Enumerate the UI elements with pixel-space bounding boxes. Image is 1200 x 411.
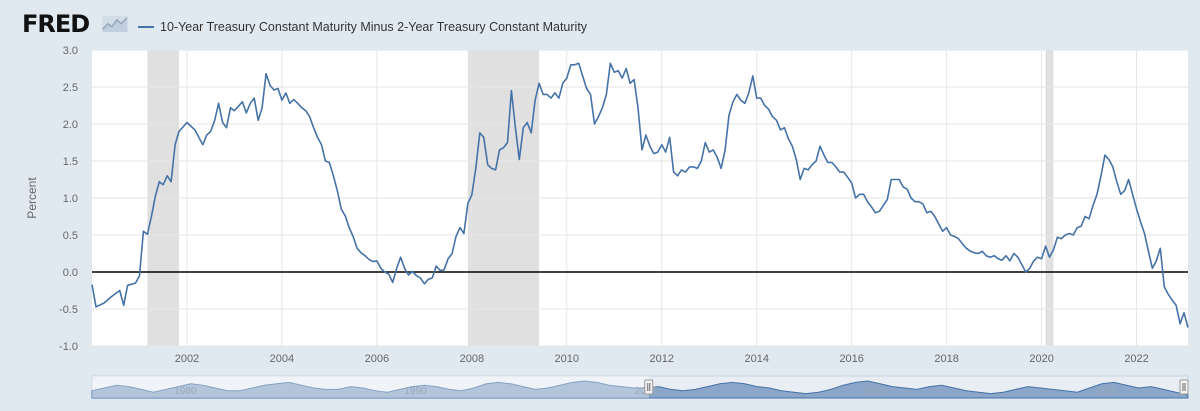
x-tick-label: 2018: [934, 353, 958, 365]
navigator-tick-label: 1990: [404, 386, 427, 397]
range-handle-icon[interactable]: [1179, 379, 1189, 395]
y-tick-label: -1.0: [59, 341, 78, 353]
y-tick-label: -0.5: [59, 304, 78, 316]
y-tick-label: 0.5: [63, 230, 78, 242]
series-line[interactable]: [91, 62, 1189, 328]
range-handle-body[interactable]: [644, 379, 654, 395]
x-tick-label: 2014: [744, 353, 768, 365]
y-tick-label: 2.5: [63, 82, 78, 94]
fred-logo[interactable]: FRED: [22, 10, 90, 38]
y-tick-labels: -1.0 -0.5 0.0 0.5 1.0 1.5 2.0 2.5 3.0: [59, 45, 78, 353]
y-tick-label: 1.0: [63, 193, 78, 205]
y-tick-label: 1.5: [63, 156, 78, 168]
navigator-unselected-mask: [92, 376, 649, 398]
x-tick-label: 2010: [555, 353, 579, 365]
gridlines: [92, 49, 1188, 347]
y-tick-label: 3.0: [63, 45, 78, 57]
range-handle-body[interactable]: [1179, 379, 1189, 395]
navigator-tick-label: 2020: [1095, 386, 1118, 397]
legend-swatch: [138, 26, 154, 28]
y-tick-label: 0.0: [63, 267, 78, 279]
x-tick-label: 2004: [270, 353, 294, 365]
range-handle-icon[interactable]: [644, 379, 654, 395]
x-tick-label: 2008: [460, 353, 484, 365]
navigator-tick-label: 1980: [174, 386, 197, 397]
x-tick-label: 2022: [1124, 353, 1148, 365]
x-tick-label: 2020: [1029, 353, 1053, 365]
y-tick-label: 2.0: [63, 119, 78, 131]
y-axis-label: Percent: [25, 177, 39, 219]
chart-legend[interactable]: 10-Year Treasury Constant Maturity Minus…: [138, 18, 587, 36]
x-tick-labels: 2002 2004 2006 2008 2010 2012 2014 2016 2018 2020…: [175, 353, 1149, 365]
legend-series-label: 10-Year Treasury Constant Maturity Minus…: [160, 20, 588, 34]
x-tick-label: 2002: [175, 353, 199, 365]
x-tick-label: 2016: [839, 353, 863, 365]
chart-sparkline-icon: [102, 16, 128, 32]
x-tick-label: 2012: [650, 353, 674, 365]
x-tick-label: 2006: [365, 353, 389, 365]
chart-header: FRED 10-Year Treasury Constant Maturity …: [0, 0, 1200, 44]
navigator-tick-label: 2010: [865, 386, 888, 397]
